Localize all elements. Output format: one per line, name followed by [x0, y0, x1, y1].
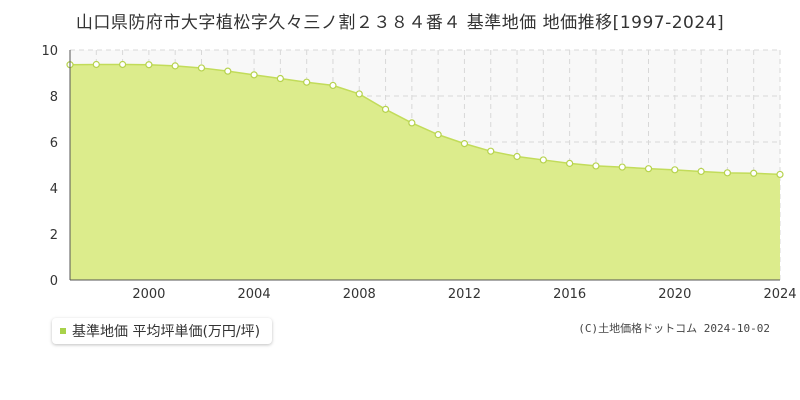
y-tick-label: 8 [50, 90, 58, 105]
data-point [355, 90, 363, 98]
legend-marker-icon [60, 328, 66, 334]
data-point [618, 163, 626, 171]
data-point [460, 140, 469, 148]
data-point [539, 156, 547, 164]
data-point [723, 169, 732, 177]
data-point [644, 165, 653, 173]
chart-plot: 0 2 4 6 8 10 2000 2004 2008 2012 2016 2020 2024 [41, 44, 796, 302]
x-tick-label: 2012 [448, 287, 481, 302]
data-point [776, 170, 784, 179]
data-point [118, 60, 127, 69]
data-point [303, 78, 311, 86]
data-point [566, 159, 574, 167]
data-point [276, 74, 284, 83]
y-tick-label: 0 [50, 274, 58, 289]
data-point [381, 105, 390, 113]
y-tick-label: 10 [41, 44, 58, 59]
y-tick-label: 6 [50, 136, 58, 151]
x-tick-label: 2016 [553, 287, 586, 302]
x-tick-label: 2004 [238, 287, 271, 302]
y-tick-label: 4 [50, 182, 58, 197]
data-point [92, 60, 100, 69]
data-point [145, 61, 153, 69]
data-point [434, 131, 442, 139]
data-point [250, 71, 258, 79]
data-point [671, 166, 679, 174]
x-tick-label: 2008 [343, 287, 376, 302]
x-tick-label: 2020 [658, 287, 691, 302]
data-point [697, 167, 705, 176]
data-point [197, 64, 206, 72]
data-point [224, 67, 232, 75]
data-point [171, 62, 179, 70]
chart-title: 山口県防府市大字植松字久々三ノ割２３８４番４ 基準地価 地価推移[1997-20… [75, 13, 725, 33]
x-tick-label: 2024 [763, 287, 796, 302]
x-tick-label: 2000 [132, 287, 165, 302]
legend[interactable]: 基準地価 平均坪単価(万円/坪) [52, 318, 273, 344]
data-point [487, 147, 495, 155]
copyright-credit: (C)土地価格ドットコム 2024-10-02 [578, 322, 770, 335]
data-point [408, 119, 416, 127]
data-point [750, 169, 758, 177]
series-area [70, 64, 780, 281]
data-point [513, 152, 521, 161]
y-tick-label: 2 [50, 228, 58, 243]
data-point [592, 162, 600, 170]
legend-label: 基準地価 平均坪単価(万円/坪) [72, 324, 261, 340]
series-line [69, 63, 781, 176]
data-point [329, 81, 337, 90]
